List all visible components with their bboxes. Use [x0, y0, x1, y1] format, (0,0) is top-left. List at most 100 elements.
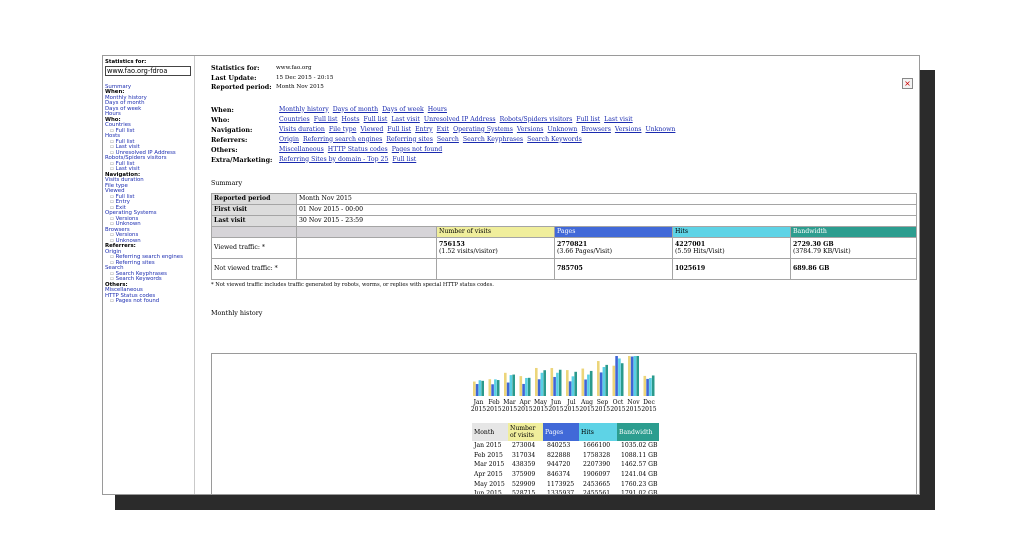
sidebar-item[interactable]: ▫ Search Keywords — [105, 276, 192, 283]
sidebar-item[interactable]: Browsers — [105, 227, 192, 234]
sidebar-heading: Navigation: — [105, 171, 192, 179]
nav-link[interactable]: Referring Sites by domain - Top 25 — [279, 155, 389, 163]
sidebar-item[interactable]: ▫ Full list — [105, 138, 192, 146]
chart-bar — [475, 384, 479, 396]
nav-link[interactable]: Full list — [313, 115, 338, 123]
chart-tick-label: 2015 — [517, 406, 532, 413]
nav-link[interactable]: Unknown — [645, 125, 676, 133]
sidebar-item[interactable]: Days of week — [105, 106, 192, 113]
monthly-cell: 944720 — [547, 461, 571, 469]
nav-link[interactable]: Last visit — [604, 115, 633, 123]
sidebar-item[interactable]: Robots/Spiders visitors — [105, 155, 192, 162]
nav-link[interactable]: Versions — [614, 125, 642, 133]
summary-table: Reported period Month Nov 2015 First vis… — [211, 192, 917, 280]
chart-bar — [599, 372, 603, 396]
sidebar-item[interactable]: Summary — [105, 84, 192, 91]
sidebar-item[interactable]: ▫ Referring search engines — [105, 254, 192, 261]
nav-link[interactable]: Robots/Spiders visitors — [499, 115, 573, 123]
nav-link[interactable]: Full list — [392, 155, 417, 163]
sidebar-item[interactable]: Miscellaneous — [105, 287, 192, 294]
nav-link[interactable]: Viewed — [360, 125, 384, 133]
nav-link[interactable]: Versions — [516, 125, 544, 133]
nav-link[interactable]: Search — [436, 135, 459, 143]
nav-link[interactable]: Full list — [576, 115, 601, 123]
nav-link[interactable]: Hours — [427, 105, 447, 113]
chart-bar — [535, 367, 538, 396]
sidebar-item-label: Last visit — [115, 144, 140, 150]
sidebar-item[interactable]: Viewed — [105, 188, 192, 195]
chart-bar — [496, 380, 500, 396]
sidebar-item[interactable]: ▫ Search Keyphrases — [105, 271, 192, 278]
nav-link[interactable]: Countries — [279, 115, 310, 123]
nav-link[interactable]: Referring search engines — [302, 135, 383, 143]
nav-link[interactable]: Days of month — [332, 105, 379, 113]
nav-link[interactable]: Referring sites — [386, 135, 433, 143]
nav-link[interactable]: Entry — [415, 125, 433, 133]
sidebar-item[interactable]: Countries — [105, 122, 192, 129]
sidebar-item[interactable]: ▫ Last visit — [105, 144, 192, 151]
nav-link[interactable]: Monthly history — [279, 105, 329, 113]
nav-link[interactable]: Miscellaneous — [279, 145, 324, 153]
nav-link[interactable]: Search Keyphrases — [462, 135, 524, 143]
summary-row-last-visit: Last visit 30 Nov 2015 - 23:59 — [211, 214, 917, 227]
nav-row-label: Extra/Marketing: — [211, 155, 273, 164]
chart-tick-label: 2015 — [533, 406, 548, 413]
nav-link[interactable]: Exit — [436, 125, 450, 133]
stats-for-value: www.fao.org — [276, 65, 312, 71]
chart-bar — [615, 356, 618, 396]
sidebar-item[interactable]: ▫ Exit — [105, 205, 192, 212]
sidebar-item[interactable]: ▫ Unresolved IP Address — [105, 149, 192, 157]
sidebar-item[interactable]: ▫ Entry — [105, 199, 192, 206]
nav-link[interactable]: Days of week — [382, 105, 424, 113]
sidebar-item[interactable]: Operating Systems — [105, 210, 192, 217]
nav-link[interactable]: Search Keywords — [527, 135, 582, 143]
nav-link[interactable]: Unknown — [547, 125, 578, 133]
nav-link[interactable]: Full list — [363, 115, 388, 123]
sidebar-item-label: Full list — [115, 138, 135, 145]
nav-link[interactable]: Visits duration — [279, 125, 325, 133]
nav-link[interactable]: Origin — [279, 135, 299, 143]
sidebar-item[interactable]: Hours — [105, 111, 192, 118]
sidebar-item-label: Navigation: — [105, 171, 141, 178]
sidebar-item[interactable]: ▫ Pages not found — [105, 298, 192, 305]
nav-link[interactable]: Last visit — [391, 115, 420, 123]
sidebar-item[interactable]: Visits duration — [105, 177, 192, 184]
sidebar-item[interactable]: Origin — [105, 249, 192, 256]
sidebar-item[interactable]: File type — [105, 183, 192, 190]
nav-link[interactable]: Browsers — [581, 125, 611, 133]
sidebar-item[interactable]: Search — [105, 265, 192, 272]
sidebar-menu: Statistics for: www.fao.org-fdroa Summar… — [103, 56, 195, 494]
sidebar-item[interactable]: ▫ Versions — [105, 216, 192, 223]
nav-link[interactable]: File type — [328, 125, 357, 133]
nav-link[interactable]: Full list — [387, 125, 412, 133]
sidebar-item[interactable]: ▫ Referring sites — [105, 260, 192, 267]
close-icon[interactable]: × — [902, 78, 913, 89]
sidebar-item[interactable]: ▫ Full list — [105, 128, 192, 135]
nav-link[interactable]: Pages not found — [391, 145, 443, 153]
sidebar-item[interactable]: ▫ Last visit — [105, 166, 192, 173]
tree-branch-icon: ▫ — [110, 193, 114, 200]
nav-link[interactable]: Hosts — [341, 115, 360, 123]
nav-row: Referrers: Origin Referring search engines… — [211, 135, 917, 145]
chart-bar — [566, 370, 569, 396]
sidebar-item[interactable]: Monthly history — [105, 95, 192, 102]
sidebar-item[interactable]: ▫ Unknown — [105, 238, 192, 245]
nav-link[interactable]: Operating Systems — [453, 125, 513, 133]
chart-bar — [581, 368, 585, 396]
sidebar-item[interactable]: ▫ Unknown — [105, 221, 192, 228]
sidebar-item[interactable]: Days of month — [105, 100, 192, 107]
nav-link[interactable]: Unresolved IP Address — [423, 115, 496, 123]
chart-bar — [556, 372, 559, 396]
tree-branch-icon: ▫ — [110, 149, 114, 156]
sidebar-item[interactable]: ▫ Full list — [105, 161, 192, 168]
sidebar-item[interactable]: HTTP Status codes — [105, 293, 192, 300]
nav-link[interactable]: HTTP Status codes — [327, 145, 388, 153]
sidebar-item[interactable]: ▫ Versions — [105, 232, 192, 239]
not-viewed-traffic-label: Not viewed traffic: * — [211, 257, 297, 280]
chart-bar — [633, 356, 637, 396]
chart-tick-label: 2015 — [486, 406, 501, 413]
not-viewed-pages: 785705 — [557, 265, 583, 272]
reported-period-value: Month Nov 2015 — [276, 84, 324, 90]
sidebar-item[interactable]: Hosts — [105, 133, 192, 140]
sidebar-item[interactable]: ▫ Full list — [105, 193, 192, 201]
